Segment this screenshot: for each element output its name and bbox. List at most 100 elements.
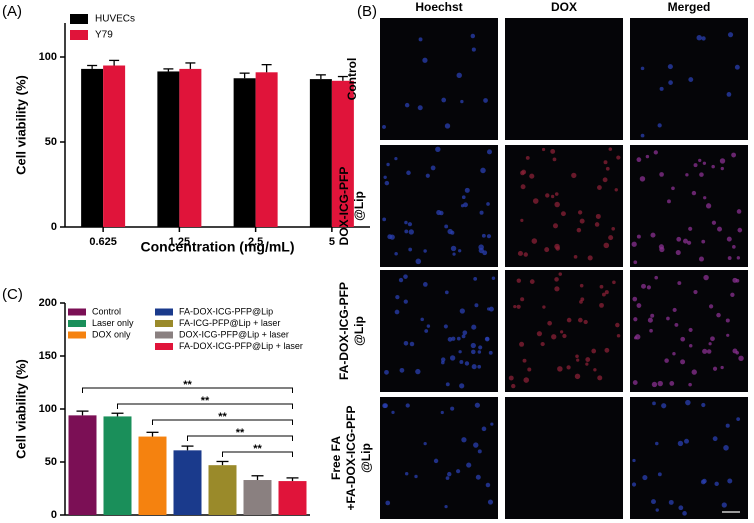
cell	[698, 256, 704, 262]
cell	[466, 462, 472, 468]
significance-bracket	[117, 403, 293, 409]
cell	[485, 482, 491, 488]
cell	[594, 222, 600, 227]
cell	[597, 375, 603, 381]
cell	[705, 203, 712, 209]
cell	[441, 97, 447, 103]
cell	[736, 256, 741, 260]
cell	[450, 245, 457, 252]
microscopy-image	[380, 18, 498, 140]
cell	[640, 133, 645, 138]
cell	[527, 367, 532, 372]
cell	[680, 359, 686, 365]
cell	[571, 172, 577, 179]
cell	[604, 347, 610, 353]
column-header: Merged	[668, 0, 711, 14]
cell	[675, 249, 681, 256]
cell	[712, 366, 718, 371]
cell	[406, 170, 411, 176]
cell	[480, 167, 486, 174]
cell	[552, 223, 559, 229]
cell	[404, 102, 410, 108]
cell	[659, 86, 664, 91]
cell	[614, 188, 618, 192]
cell	[721, 502, 727, 508]
cell	[488, 350, 493, 355]
cell	[666, 316, 670, 321]
legend-label: FA-ICG-PFP@Lip + laser	[179, 318, 280, 328]
cell	[398, 277, 404, 283]
significance-label: **	[183, 379, 192, 391]
microscopy-image	[380, 397, 498, 519]
cell	[523, 377, 530, 383]
cell	[680, 336, 686, 342]
significance-label: **	[201, 395, 210, 407]
cell	[383, 175, 387, 179]
bar	[243, 480, 272, 515]
cell	[478, 345, 483, 350]
cell	[577, 210, 583, 215]
cell	[597, 185, 602, 190]
cell	[418, 37, 423, 42]
bar	[173, 450, 202, 515]
cell	[547, 320, 553, 326]
cell	[667, 199, 671, 204]
cell	[677, 281, 682, 286]
cell	[394, 157, 398, 161]
cell	[684, 438, 689, 444]
x-tick-label: 5	[329, 236, 335, 248]
cell	[633, 317, 638, 322]
cell	[451, 336, 456, 341]
panel-label: (B)	[357, 3, 377, 20]
cell	[633, 260, 638, 265]
cell	[678, 505, 684, 511]
cell	[513, 305, 517, 309]
legend-swatch	[155, 343, 173, 350]
y-tick-label: 100	[39, 51, 57, 63]
cell	[677, 440, 684, 447]
cell	[574, 373, 581, 380]
cell	[601, 292, 606, 297]
cell	[693, 289, 698, 295]
cell	[576, 358, 580, 362]
cell	[712, 436, 718, 442]
cell	[471, 349, 476, 355]
cell	[688, 343, 693, 348]
cell	[703, 196, 707, 200]
cell	[668, 499, 674, 505]
cell	[636, 303, 642, 308]
cell	[557, 366, 563, 372]
row-label: Control	[345, 58, 359, 101]
cell	[649, 328, 653, 333]
cell	[516, 304, 521, 309]
cell	[520, 184, 526, 190]
cell	[711, 164, 715, 169]
cell	[473, 276, 478, 281]
x-axis-label: Concentration (mg/mL)	[141, 239, 295, 255]
bar	[157, 71, 180, 227]
cell	[641, 283, 646, 289]
cell	[686, 240, 692, 245]
cell	[478, 244, 484, 250]
cell	[602, 177, 608, 183]
cell	[460, 99, 464, 104]
cell	[659, 172, 664, 177]
cell	[587, 255, 593, 261]
cell	[702, 348, 708, 354]
cell	[439, 210, 444, 216]
cell	[735, 351, 739, 355]
cell	[664, 358, 669, 363]
cell	[382, 217, 387, 222]
cell	[652, 401, 656, 406]
cell	[562, 333, 567, 339]
legend-label: FA-DOX-ICG-PFP@Lip + laser	[179, 341, 303, 351]
cell	[583, 319, 588, 325]
cell	[737, 227, 743, 233]
legend-label: Control	[92, 306, 121, 316]
cell	[444, 290, 449, 295]
cell	[481, 426, 487, 432]
x-tick-label: 1.25	[169, 236, 190, 248]
cell	[399, 367, 405, 373]
cell	[403, 274, 408, 279]
microscopy-image	[505, 397, 623, 519]
